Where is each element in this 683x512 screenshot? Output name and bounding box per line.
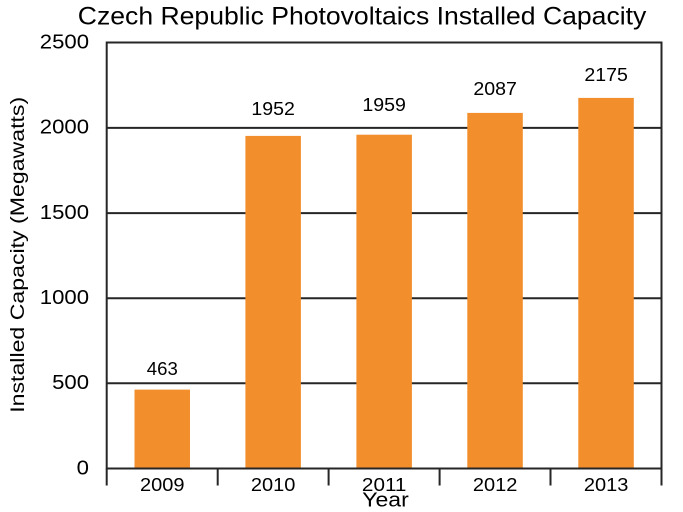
svg-text:2010: 2010 <box>251 475 296 495</box>
svg-text:500: 500 <box>52 372 89 394</box>
svg-text:2013: 2013 <box>584 475 629 495</box>
svg-text:463: 463 <box>147 359 178 379</box>
svg-text:1959: 1959 <box>362 95 406 115</box>
svg-text:2012: 2012 <box>473 475 518 495</box>
svg-text:1000: 1000 <box>40 287 89 309</box>
svg-text:Installed Capacity (Megawatts): Installed Capacity (Megawatts) <box>7 97 29 413</box>
svg-text:2087: 2087 <box>473 79 517 99</box>
svg-text:0: 0 <box>77 457 89 479</box>
svg-text:Czech Republic Photovoltaics I: Czech Republic Photovoltaics Installed C… <box>78 3 647 31</box>
svg-text:1952: 1952 <box>251 99 295 119</box>
svg-text:1500: 1500 <box>40 202 89 224</box>
svg-text:Year: Year <box>362 490 409 512</box>
svg-text:2175: 2175 <box>584 65 628 85</box>
svg-text:2500: 2500 <box>40 31 89 53</box>
svg-text:2000: 2000 <box>40 117 89 139</box>
svg-text:2011: 2011 <box>362 475 407 495</box>
svg-text:2009: 2009 <box>140 475 185 495</box>
